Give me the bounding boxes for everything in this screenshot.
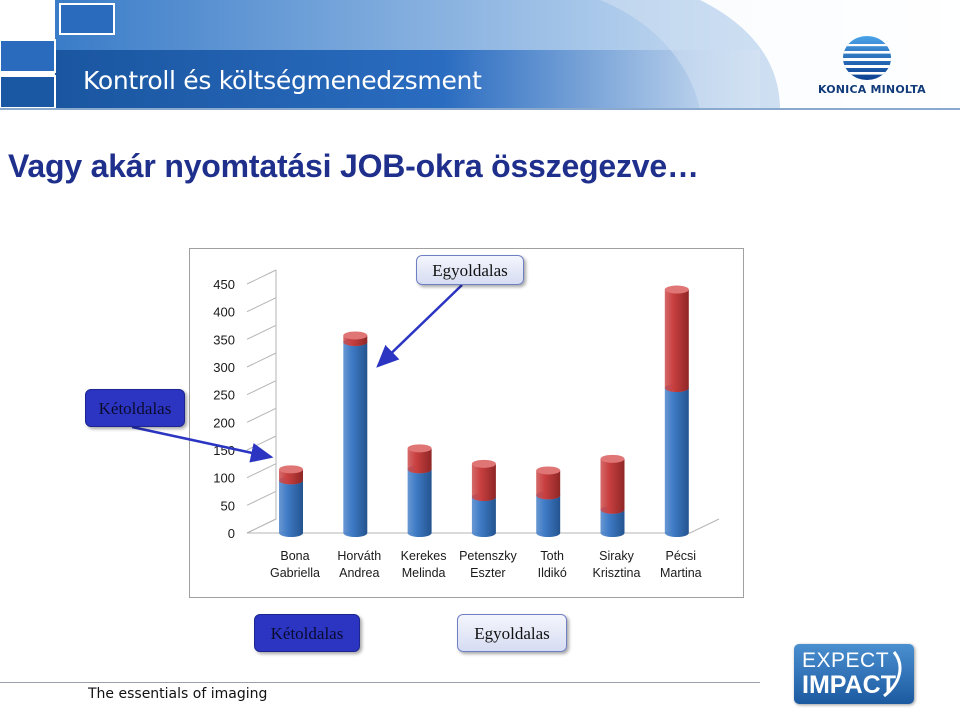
bar-layer (279, 285, 689, 537)
y-tick-label: 450 (213, 277, 235, 292)
konica-minolta-logo: KONICA MINOLTA (818, 83, 926, 96)
bar-segment (343, 342, 368, 537)
y-tick-line (246, 490, 277, 506)
axis-layer (246, 269, 720, 534)
bar-segment (407, 448, 432, 474)
arrow-two-sided (131, 425, 274, 463)
x-tick-label: Andrea (339, 566, 379, 580)
x-tick-label: Martina (660, 566, 702, 580)
x-tick-label: Kerekes (401, 549, 447, 563)
header: Kontroll és költségmenedzsment KONICA MI… (0, 0, 960, 110)
y-tick-label: 50 (221, 498, 235, 513)
y-tick-line (246, 380, 277, 396)
x-tick-label: Toth (540, 549, 564, 563)
expect-impact-badge: EXPECT IMPACT (794, 644, 914, 704)
bar-segment (407, 469, 432, 537)
callout-two-sided: Kétoldalas (85, 389, 185, 427)
x-tick-label: Melinda (402, 566, 446, 580)
y-tick-line (246, 518, 277, 534)
x-tick-label: Eszter (470, 566, 505, 580)
bar-chart: 450400350300250200150100500BonaGabriella… (213, 269, 720, 580)
bar-top-cap (471, 459, 496, 468)
bar-segment (536, 495, 561, 537)
label-layer: 450400350300250200150100500BonaGabriella… (213, 277, 701, 580)
callout-one-sided: Egyoldalas (416, 255, 524, 285)
x-tick-label: Siraky (599, 549, 634, 563)
y-tick-line (246, 324, 277, 340)
y-tick-line (246, 352, 277, 368)
bar-segment (536, 470, 561, 500)
y-tick-line (246, 463, 277, 479)
y-tick-label: 250 (213, 388, 235, 403)
y-tick-line (246, 407, 277, 423)
bar-top-cap (343, 331, 368, 340)
bar-segment (279, 480, 303, 537)
badge-swoosh-icon (883, 651, 902, 698)
header-band (0, 0, 960, 110)
y-tick-label: 200 (213, 415, 235, 430)
x-tick-label: Petenszky (459, 549, 517, 563)
bar-segment (279, 469, 303, 485)
y-tick-label: 300 (213, 360, 235, 375)
y-tick-line (246, 269, 277, 285)
badge-bottom-text: IMPACT (802, 671, 896, 699)
bar-segment (600, 509, 625, 537)
bar-top-cap (407, 444, 432, 453)
y-tick-label: 350 (213, 332, 235, 347)
bar-segment (664, 388, 689, 537)
footer-divider (0, 682, 760, 683)
x-tick-label: Gabriella (270, 566, 320, 580)
x-tick-label: Pécsi (666, 549, 697, 563)
y-tick-label: 100 (213, 471, 235, 486)
slide-title: Vagy akár nyomtatási JOB-okra összegezve… (8, 148, 699, 184)
y-tick-label: 0 (228, 526, 235, 541)
x-tick-label: Ildikó (538, 566, 567, 580)
bar-top-cap (600, 454, 625, 463)
bar-top-cap (664, 285, 689, 294)
y-tick-line (246, 297, 277, 313)
footer-tagline: The essentials of imaging (88, 686, 268, 702)
bar-segment (471, 463, 496, 502)
bar-segment (471, 497, 496, 537)
chart-frame (189, 248, 744, 598)
bar-segment (600, 458, 625, 514)
bar-top-cap (536, 466, 561, 475)
header-title: Kontroll és költségmenedzsment (83, 66, 482, 95)
legend-two-sided: Kétoldalas (254, 614, 360, 652)
bar-segment (664, 289, 689, 393)
y-tick-label: 400 (213, 305, 235, 320)
konica-globe-icon (843, 36, 891, 80)
x-tick-label: Bona (280, 549, 309, 563)
x-tick-label: Krisztina (593, 566, 641, 580)
chart-floor (247, 518, 720, 534)
bar-top-cap (279, 465, 303, 474)
legend-one-sided: Egyoldalas (457, 614, 567, 652)
badge-top-text: EXPECT (802, 649, 890, 672)
arrow-one-sided (376, 284, 463, 368)
x-tick-label: Horváth (337, 549, 381, 563)
